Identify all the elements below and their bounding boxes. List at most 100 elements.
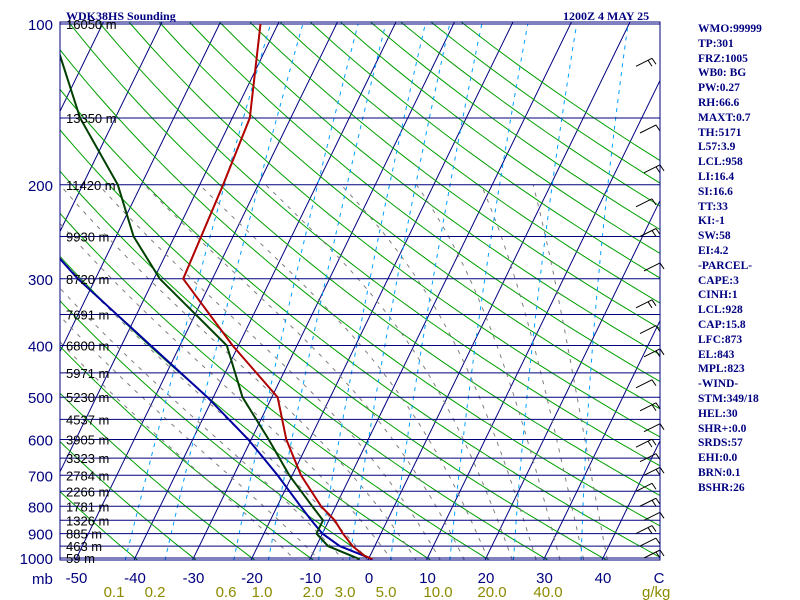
wind-barb (643, 423, 665, 433)
mixing-ratio-label: 10.0 (423, 584, 452, 600)
wind-barb (639, 325, 661, 335)
mixing-ratio-line (348, 23, 451, 560)
wind-barb (643, 262, 665, 272)
moist-adiabat (144, 184, 465, 560)
sounding-index: TT:33 (698, 200, 728, 213)
moist-adiabat (60, 256, 369, 560)
dry-adiabat (60, 490, 139, 560)
isotherm (484, 199, 660, 560)
moist-adiabat (60, 287, 345, 560)
sounding-index: LFC:873 (698, 333, 743, 346)
temperature-tick-label: 0 (365, 570, 373, 587)
height-label: 5971 m (66, 366, 109, 381)
mixing-ratio-label: 3.0 (335, 584, 356, 600)
wind-barb (635, 57, 657, 67)
dry-adiabat (60, 49, 660, 527)
mixing-ratio-label: 0.1 (104, 584, 125, 600)
wind-barb (643, 549, 665, 559)
chart-title: WDK38HS Sounding (66, 9, 176, 23)
pressure-tick-label: 400 (28, 339, 53, 356)
height-label: 3323 m (66, 451, 109, 466)
dewpoint-curve (60, 52, 361, 560)
sounding-index: -WIND- (698, 378, 739, 391)
sounding-index: L57:3.9 (698, 141, 736, 154)
temperature-tick-label: -30 (183, 570, 205, 587)
chart-time: 1200Z 4 MAY 25 (563, 9, 650, 23)
temperature-tick-label: 20 (478, 570, 495, 587)
sounding-index: LCL:928 (698, 304, 743, 317)
height-label: 13350 m (66, 111, 117, 126)
sounding-index: BRN:0.1 (698, 466, 741, 479)
sounding-index: RH:66.6 (698, 96, 740, 109)
temperature-tick-label: 40 (595, 570, 612, 587)
sounding-index: EL:843 (698, 348, 735, 361)
wind-barb (635, 198, 657, 208)
wind-barb (635, 379, 657, 389)
moist-adiabat (532, 184, 608, 560)
sounding-index: SRDS:57 (698, 437, 743, 450)
isotherm (191, 22, 456, 560)
pressure-tick-label: 800 (28, 499, 53, 516)
pressure-tick-label: 300 (28, 272, 53, 289)
sounding-index: MAXT:0.7 (698, 111, 751, 124)
sounding-index: CINH:1 (698, 289, 738, 302)
wind-barb (639, 453, 661, 463)
pressure-tick-label: 1000 (20, 551, 53, 568)
temperature-tick-label: 30 (536, 570, 553, 587)
pressure-tick-label: 200 (28, 178, 53, 195)
chart-grid (60, 22, 660, 560)
sounding-index: TH:5171 (698, 126, 742, 139)
height-label: 8720 m (66, 272, 109, 287)
pressure-tick-label: 900 (28, 527, 53, 544)
sounding-index: CAP:15.8 (698, 318, 746, 331)
sounding-index: SHR+:0.0 (698, 422, 747, 435)
pressure-unit-label: mb (32, 571, 53, 588)
height-label: 16050 m (66, 17, 117, 32)
height-label: 885 m (66, 527, 102, 542)
moist-adiabat (60, 184, 417, 560)
height-label: 6800 m (66, 339, 109, 354)
isotherm (74, 22, 339, 560)
dry-adiabat (60, 440, 197, 560)
pressure-tick-label: 700 (28, 468, 53, 485)
sounding-index: EI:4.2 (698, 244, 729, 257)
dry-adiabat (60, 300, 373, 560)
height-label: 1781 m (66, 499, 109, 514)
isotherm (367, 22, 631, 560)
pressure-tick-label: 500 (28, 390, 53, 407)
moist-adiabat (98, 184, 441, 560)
mixing-ratio-label: 40.0 (533, 584, 562, 600)
moist-adiabat (60, 222, 393, 560)
height-label: 2266 m (66, 484, 109, 499)
mixing-ratio-line (124, 23, 272, 560)
mixing-ratio-label: 2.0 (303, 584, 324, 600)
sounding-index: HEL:30 (698, 407, 738, 420)
wind-barb (639, 402, 661, 412)
moist-adiabat (480, 184, 585, 560)
mixing-ratio-label: 1.0 (252, 584, 273, 600)
height-label: 1326 m (66, 513, 109, 528)
height-label: 11420 m (66, 178, 116, 193)
isotherm (60, 22, 222, 353)
isotherm (542, 319, 660, 560)
height-label: 7691 m (66, 308, 109, 323)
mixing-ratio-label: 0.6 (216, 584, 237, 600)
isotherm (133, 22, 397, 560)
mixing-ratio-line (317, 23, 426, 560)
wind-barb (643, 511, 665, 521)
isotherm (60, 22, 280, 473)
sounding-index: SW:58 (698, 230, 731, 243)
sounding-index: LI:16.4 (698, 170, 735, 183)
sounding-index: TP:301 (698, 37, 734, 50)
sounding-index: LCL:958 (698, 156, 743, 169)
sounding-index: KI:-1 (698, 215, 725, 228)
mixing-ratio-unit-label: g/kg (642, 584, 670, 600)
moist-adiabat (265, 184, 513, 560)
indices-panel: WMO:99999 TP:301 FRZ:1005 WB0: BG PW:0.27 RH:… (698, 22, 798, 496)
moist-adiabat (340, 184, 537, 560)
wind-barb (635, 299, 657, 309)
sounding-index: WMO:99999 (698, 23, 762, 35)
isotherm (601, 439, 660, 560)
height-label: 59 m (66, 551, 95, 566)
